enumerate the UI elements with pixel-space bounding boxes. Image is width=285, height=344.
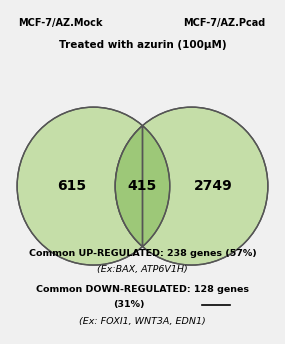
Text: 615: 615 bbox=[57, 179, 86, 193]
Text: Treated with azurin (100μM): Treated with azurin (100μM) bbox=[59, 40, 226, 50]
Text: (31%): (31%) bbox=[113, 300, 144, 309]
Text: (Ex: FOXI1, WNT3A, EDN1): (Ex: FOXI1, WNT3A, EDN1) bbox=[79, 317, 206, 326]
Text: Common UP-REGULATED: 238 genes (57%): Common UP-REGULATED: 238 genes (57%) bbox=[28, 249, 256, 258]
Text: 2749: 2749 bbox=[194, 179, 233, 193]
Text: MCF-7/AZ.Mock: MCF-7/AZ.Mock bbox=[19, 18, 103, 28]
Circle shape bbox=[115, 107, 268, 265]
Polygon shape bbox=[115, 126, 170, 247]
Text: MCF-7/AZ.Pcad: MCF-7/AZ.Pcad bbox=[183, 18, 265, 28]
Text: 415: 415 bbox=[128, 179, 157, 193]
Text: Common DOWN-REGULATED: 128 genes: Common DOWN-REGULATED: 128 genes bbox=[36, 284, 249, 293]
Circle shape bbox=[17, 107, 170, 265]
Text: (Ex:BAX, ATP6V1H): (Ex:BAX, ATP6V1H) bbox=[97, 265, 188, 274]
